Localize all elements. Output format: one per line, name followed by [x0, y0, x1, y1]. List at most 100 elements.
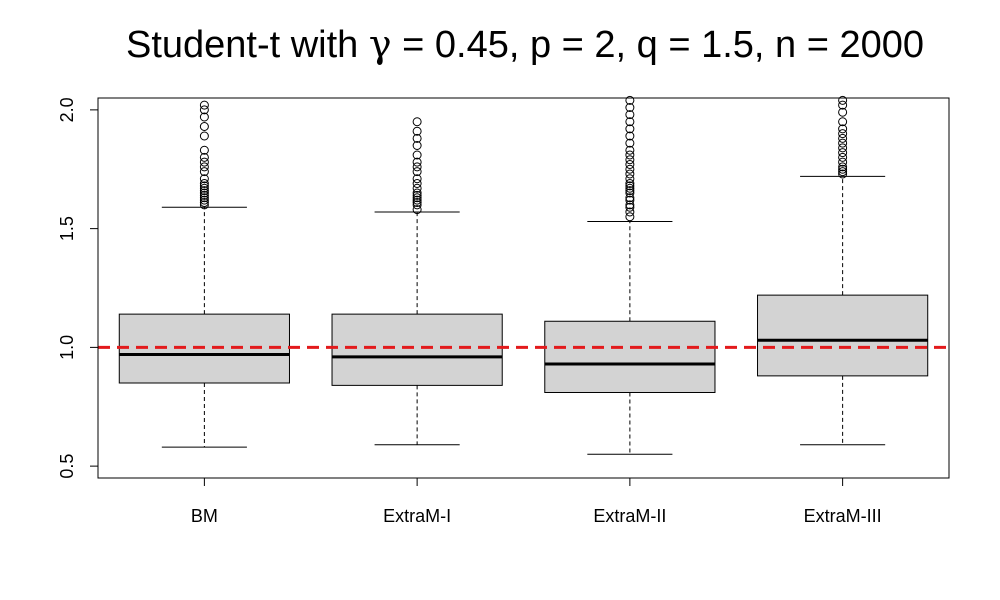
- box-group: [757, 95, 929, 446]
- outlier-point: [412, 190, 422, 200]
- outlier-point: [838, 167, 848, 177]
- x-tick-label: ExtraM-III: [804, 506, 882, 526]
- outlier-point: [199, 186, 209, 196]
- outlier-point: [838, 157, 848, 167]
- outlier-point: [412, 126, 422, 136]
- outlier-point: [625, 207, 635, 217]
- outlier-point: [412, 179, 422, 188]
- outlier-point: [412, 157, 422, 167]
- outlier-point: [199, 174, 209, 184]
- outlier-point: [199, 122, 209, 131]
- x-tick-label: BM: [191, 506, 218, 526]
- outlier-point: [412, 193, 422, 203]
- outlier-point: [412, 167, 422, 177]
- outlier-point: [838, 162, 848, 172]
- outlier-point: [199, 105, 209, 115]
- outlier-point: [625, 200, 635, 210]
- x-tick-label: ExtraM-II: [593, 506, 666, 526]
- outlier-point: [625, 212, 635, 222]
- outlier-point: [838, 95, 848, 105]
- outlier-point: [199, 181, 209, 191]
- outlier-point: [199, 100, 209, 110]
- outlier-point: [625, 145, 635, 155]
- box-group: [118, 100, 290, 448]
- box-iqr: [544, 320, 716, 393]
- outlier-point: [838, 164, 848, 174]
- outlier-point: [412, 174, 422, 184]
- outlier-point: [199, 195, 209, 205]
- outlier-point: [199, 152, 209, 162]
- title-part-1: Student-t with: [125, 24, 369, 66]
- outlier-point: [412, 183, 422, 193]
- outlier-point: [838, 169, 848, 179]
- outlier-point: [838, 138, 848, 148]
- outlier-point: [625, 150, 635, 160]
- outlier-point: [412, 117, 422, 127]
- axes-layer: 0.5 1.0 1.5 2.0 BM ExtraM-I ExtraM-II ExtraM-II…: [57, 97, 882, 526]
- outlier-point: [412, 195, 422, 205]
- outlier-point: [625, 169, 635, 179]
- outlier-point: [838, 107, 848, 117]
- y-tick-label: 1.5: [57, 216, 77, 241]
- outlier-point: [412, 141, 422, 150]
- outlier-point: [625, 193, 635, 203]
- outlier-point: [199, 179, 209, 188]
- outlier-point: [625, 103, 635, 112]
- outlier-point: [625, 110, 635, 120]
- outlier-point: [199, 200, 209, 210]
- y-tick-label: 1.0: [57, 335, 77, 360]
- outlier-point: [199, 131, 209, 141]
- chart-title: Student-t with γ = 0.45, p = 2, q = 1.5,…: [0, 22, 1000, 67]
- outlier-point: [625, 124, 635, 134]
- outlier-point: [199, 167, 209, 177]
- outlier-point: [838, 143, 848, 153]
- outlier-point: [199, 190, 209, 200]
- outlier-point: [838, 133, 848, 143]
- box-iqr: [757, 294, 929, 377]
- outlier-point: [838, 152, 848, 162]
- title-gamma-symbol: γ: [368, 22, 392, 66]
- outlier-point: [625, 131, 635, 141]
- outlier-point: [199, 162, 209, 172]
- outlier-point: [625, 181, 635, 191]
- outlier-point: [625, 155, 635, 165]
- outlier-point: [625, 174, 635, 184]
- outlier-point: [199, 157, 209, 167]
- outlier-point: [199, 112, 209, 122]
- outlier-point: [412, 188, 422, 198]
- boxes-layer: [118, 95, 929, 455]
- outlier-point: [838, 129, 848, 139]
- outlier-point: [625, 117, 635, 127]
- plot-frame: [97, 97, 950, 479]
- outlier-point: [625, 186, 635, 196]
- outlier-point: [625, 160, 635, 169]
- x-tick-label: ExtraM-I: [383, 506, 451, 526]
- outlier-point: [625, 188, 635, 198]
- outlier-point: [412, 198, 422, 207]
- outlier-point: [625, 202, 635, 212]
- outlier-point: [625, 195, 635, 205]
- outlier-point: [199, 188, 209, 198]
- box-group: [331, 117, 503, 446]
- outlier-point: [412, 205, 422, 215]
- y-tick-label: 2.0: [57, 97, 77, 122]
- outlier-point: [838, 148, 848, 158]
- outlier-point: [199, 145, 209, 155]
- outlier-point: [412, 133, 422, 143]
- outlier-point: [625, 95, 635, 105]
- outlier-point: [625, 179, 635, 188]
- title-part-2: = 0.45, p = 2, q = 1.5, n = 2000: [391, 24, 925, 66]
- outlier-point: [625, 164, 635, 174]
- y-tick-label: 0.5: [57, 454, 77, 479]
- outlier-point: [199, 193, 209, 203]
- outlier-point: [838, 124, 848, 134]
- box-iqr: [331, 313, 503, 386]
- outlier-point: [838, 100, 848, 110]
- outlier-point: [838, 117, 848, 127]
- outlier-point: [412, 200, 422, 210]
- outlier-point: [625, 183, 635, 193]
- outlier-point: [412, 162, 422, 172]
- outlier-point: [199, 198, 209, 207]
- box-group: [544, 95, 716, 455]
